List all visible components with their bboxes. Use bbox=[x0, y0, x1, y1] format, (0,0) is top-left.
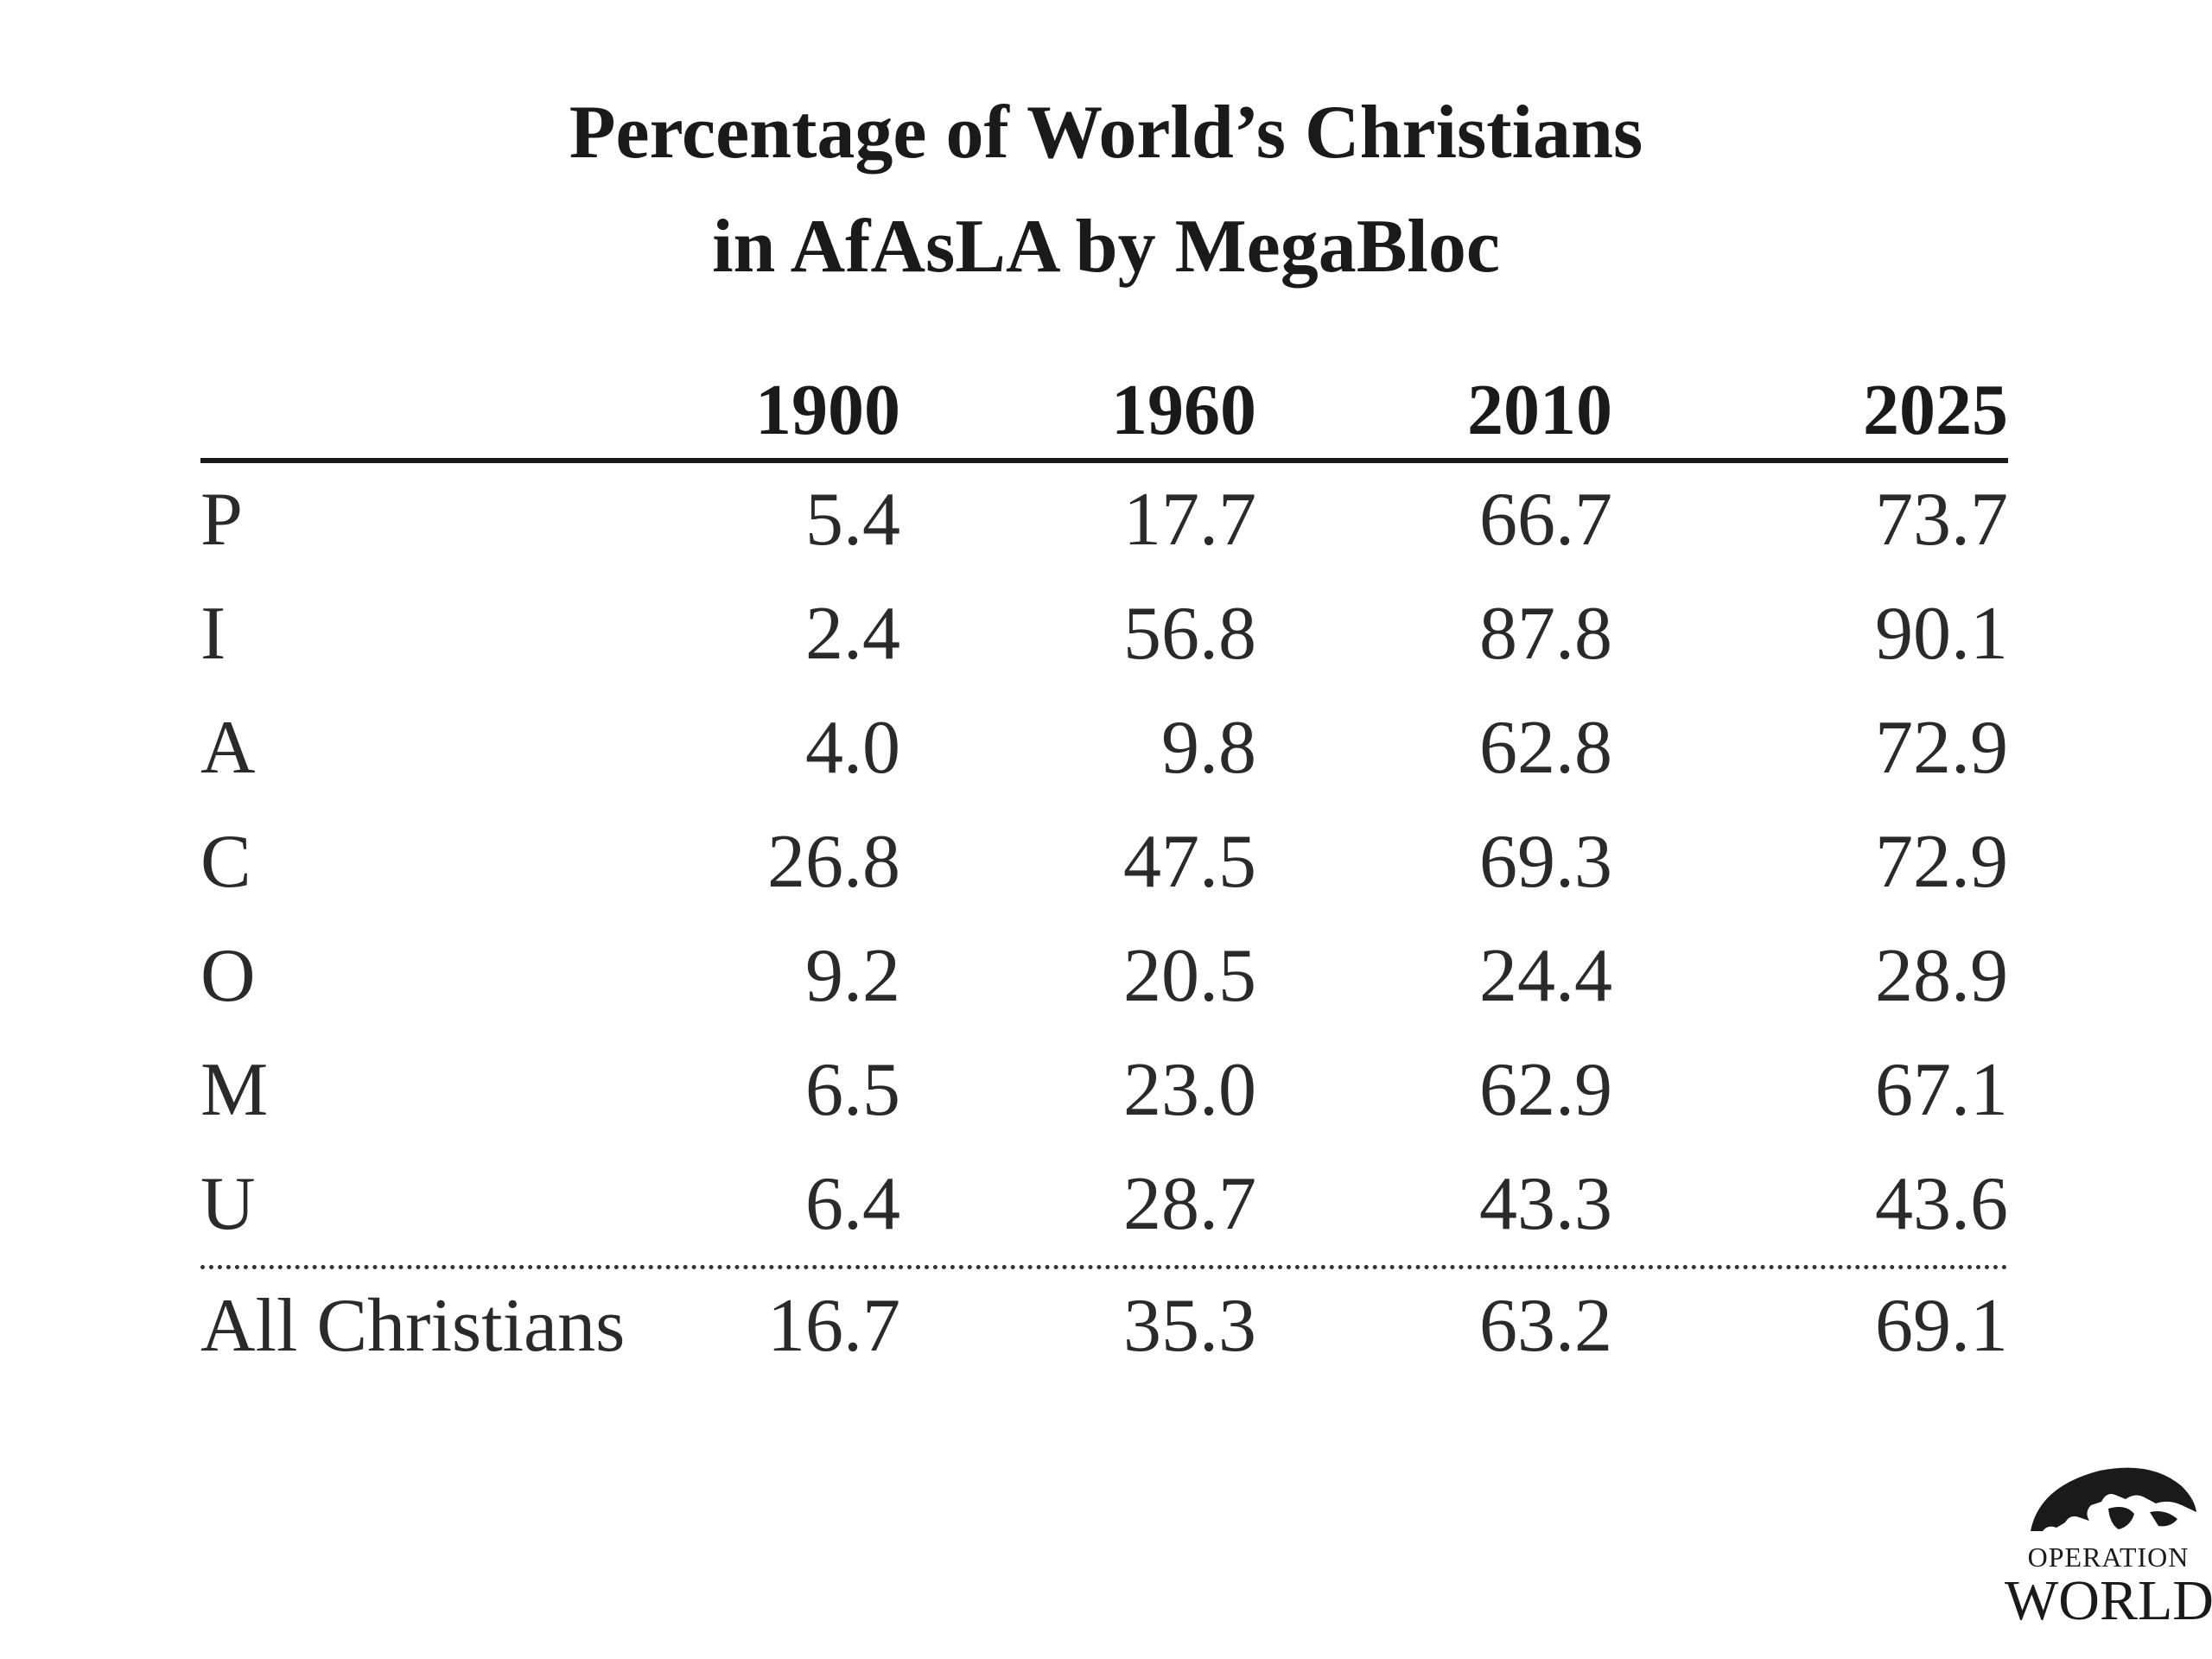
table-cell: 35.3 bbox=[1123, 1284, 1256, 1368]
table-cell: 5.4 bbox=[805, 478, 900, 562]
table-cell: 26.8 bbox=[767, 820, 900, 904]
table-cell: 23.0 bbox=[1123, 1048, 1256, 1132]
table-cell: 4.0 bbox=[805, 706, 900, 790]
operation-world-logo: OPERATION WORLD bbox=[2005, 1452, 2212, 1659]
total-row: All Christians 16.7 35.3 63.2 69.1 bbox=[200, 1269, 2008, 1383]
table-cell: 20.5 bbox=[1123, 934, 1256, 1018]
table-cell: 9.2 bbox=[805, 934, 900, 1018]
row-label: C bbox=[200, 820, 251, 904]
column-header: 2025 bbox=[1863, 370, 2008, 450]
table-cell: 43.3 bbox=[1479, 1162, 1612, 1246]
row-label: U bbox=[200, 1162, 256, 1246]
table-cell: 2.4 bbox=[805, 592, 900, 676]
table-cell: 90.1 bbox=[1875, 592, 2008, 676]
header-row: 1900 1960 2010 2025 bbox=[200, 363, 2008, 463]
table-cell: 66.7 bbox=[1479, 478, 1612, 562]
row-label: I bbox=[200, 592, 226, 676]
table-cell: 62.9 bbox=[1479, 1048, 1612, 1132]
table-cell: 43.6 bbox=[1875, 1162, 2008, 1246]
chart-title-line-2: in AfAsLA by MegaBloc bbox=[712, 205, 1500, 289]
logo-line-2: WORLD bbox=[2005, 1569, 2212, 1632]
table-cell: 9.8 bbox=[1161, 706, 1256, 790]
total-divider bbox=[200, 1265, 2008, 1269]
table-cell: 17.7 bbox=[1123, 478, 1256, 562]
row-label: O bbox=[200, 934, 256, 1018]
table-cell: 87.8 bbox=[1479, 592, 1612, 676]
table-cell: 6.4 bbox=[805, 1162, 900, 1246]
table-row: O 9.2 20.5 24.4 28.9 bbox=[200, 919, 2008, 1033]
table-cell: 69.3 bbox=[1479, 820, 1612, 904]
row-label: All Christians bbox=[200, 1284, 626, 1368]
table-cell: 16.7 bbox=[767, 1284, 900, 1368]
table-row: A 4.0 9.8 62.8 72.9 bbox=[200, 691, 2008, 805]
column-header: 1960 bbox=[1111, 370, 1256, 450]
column-header: 2010 bbox=[1467, 370, 1612, 450]
table-cell: 28.7 bbox=[1123, 1162, 1256, 1246]
logo-line-1: OPERATION bbox=[2027, 1541, 2190, 1573]
row-label: M bbox=[200, 1048, 269, 1132]
chart-title: Percentage of World’s Christians in AfAs… bbox=[0, 76, 2212, 304]
table-cell: 24.4 bbox=[1479, 934, 1612, 1018]
table-row: U 6.4 28.7 43.3 43.6 bbox=[200, 1147, 2008, 1262]
globe-icon bbox=[2031, 1467, 2196, 1531]
table-cell: 28.9 bbox=[1875, 934, 2008, 1018]
table-row: P 5.4 17.7 66.7 73.7 bbox=[200, 463, 2008, 577]
table-row: M 6.5 23.0 62.9 67.1 bbox=[200, 1033, 2008, 1147]
row-label: P bbox=[200, 478, 243, 562]
table-cell: 69.1 bbox=[1875, 1284, 2008, 1368]
table-cell: 72.9 bbox=[1875, 706, 2008, 790]
table-row: C 26.8 47.5 69.3 72.9 bbox=[200, 805, 2008, 919]
table-cell: 47.5 bbox=[1123, 820, 1256, 904]
row-label: A bbox=[200, 706, 256, 790]
table-body: P 5.4 17.7 66.7 73.7 I 2.4 56.8 87.8 90.1 A 4.0 9.8 6… bbox=[200, 463, 2008, 1262]
table-cell: 63.2 bbox=[1479, 1284, 1612, 1368]
column-header: 1900 bbox=[755, 370, 900, 450]
data-table: 1900 1960 2010 2025 P 5.4 17.7 66.7 73.7 I 2.4… bbox=[200, 363, 2008, 1383]
table-cell: 67.1 bbox=[1875, 1048, 2008, 1132]
table-cell: 6.5 bbox=[805, 1048, 900, 1132]
table-row: I 2.4 56.8 87.8 90.1 bbox=[200, 577, 2008, 691]
table-cell: 62.8 bbox=[1479, 706, 1612, 790]
table-cell: 73.7 bbox=[1875, 478, 2008, 562]
table-cell: 72.9 bbox=[1875, 820, 2008, 904]
table-cell: 56.8 bbox=[1123, 592, 1256, 676]
chart-title-line-1: Percentage of World’s Christians bbox=[569, 91, 1643, 175]
